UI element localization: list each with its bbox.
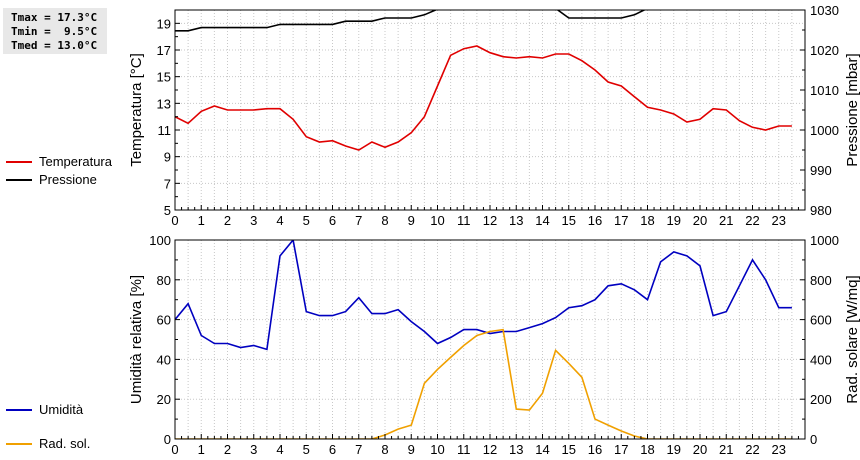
bottom-xtick-label: 7 — [355, 442, 362, 457]
bottom-y2tick-label: 600 — [810, 313, 832, 328]
bottom-xtick-label: 2 — [224, 442, 231, 457]
bottom-xtick-label: 11 — [457, 442, 471, 457]
top-ytick-label: 11 — [158, 123, 172, 138]
top-xtick-label: 0 — [171, 213, 178, 228]
bottom-series-umidit- — [175, 240, 792, 351]
bottom-y2tick-label: 200 — [810, 392, 832, 407]
top-xtick-label: 11 — [457, 213, 471, 228]
top-ytick-label: 5 — [164, 203, 171, 218]
top-y2tick-label: 1000 — [810, 123, 839, 138]
top-xtick-label: 5 — [303, 213, 310, 228]
stats-box: Tmax = 17.3°C Tmin = 9.5°C Tmed = 13.0°C — [3, 8, 107, 54]
bottom-xtick-label: 13 — [509, 442, 523, 457]
tmin-stat: Tmin = 9.5°C — [11, 25, 98, 38]
bottom-y2label: Rad. solare [W/mq] — [844, 275, 860, 403]
bottom-xtick-label: 1 — [198, 442, 205, 457]
bottom-ytick-label: 80 — [157, 273, 171, 288]
top-xtick-label: 3 — [250, 213, 257, 228]
top-xtick-label: 2 — [224, 213, 231, 228]
tmax-stat: Tmax = 17.3°C — [11, 11, 98, 24]
legend-label-temperatura: Temperatura — [39, 154, 112, 169]
bottom-xtick-label: 12 — [483, 442, 497, 457]
bottom-xtick-label: 6 — [329, 442, 336, 457]
top-xtick-label: 20 — [693, 213, 707, 228]
top-y2tick-label: 1010 — [810, 83, 839, 98]
bottom-xtick-label: 17 — [614, 442, 628, 457]
bottom-ytick-label: 40 — [157, 352, 171, 367]
top-xtick-label: 4 — [276, 213, 283, 228]
bottom-xtick-label: 10 — [430, 442, 444, 457]
bottom-y2tick-label: 0 — [810, 432, 817, 447]
bottom-xtick-label: 18 — [640, 442, 654, 457]
bottom-xtick-label: 0 — [171, 442, 178, 457]
bottom-xtick-label: 4 — [276, 442, 283, 457]
top-y2tick-label: 1030 — [810, 3, 839, 18]
top-xtick-label: 23 — [772, 213, 786, 228]
legend-swatch-pressione — [6, 179, 32, 181]
top-xtick-label: 22 — [745, 213, 759, 228]
top-xtick-label: 21 — [719, 213, 733, 228]
bottom-ytick-label: 100 — [149, 233, 171, 248]
top-xtick-label: 13 — [509, 213, 523, 228]
top-xtick-label: 9 — [408, 213, 415, 228]
legend-swatch-temperatura — [6, 161, 32, 163]
bottom-ytick-label: 60 — [157, 313, 171, 328]
bottom-xtick-label: 15 — [562, 442, 576, 457]
bottom-y2tick-label: 1000 — [810, 233, 839, 248]
legend-label-pressione: Pressione — [39, 172, 97, 187]
top-ytick-label: 13 — [157, 96, 171, 111]
top-y2label: Pressione [mbar] — [844, 53, 860, 166]
bottom-xtick-label: 5 — [303, 442, 310, 457]
top-xtick-label: 6 — [329, 213, 336, 228]
legend-label-rad-sol: Rad. sol. — [39, 436, 91, 451]
top-ytick-label: 19 — [157, 16, 171, 31]
bottom-xtick-label: 8 — [381, 442, 388, 457]
top-xtick-label: 12 — [483, 213, 497, 228]
bottom-ytick-label: 20 — [157, 392, 171, 407]
top-ytick-label: 17 — [157, 43, 171, 58]
top-series-temperatura — [175, 45, 792, 151]
legend-label-umidita: Umidità — [39, 402, 84, 417]
top-xtick-label: 8 — [381, 213, 388, 228]
top-ytick-label: 7 — [164, 176, 171, 191]
bottom-y2tick-label: 800 — [810, 273, 832, 288]
top-xtick-label: 19 — [667, 213, 681, 228]
top-ytick-label: 9 — [164, 150, 171, 165]
top-xtick-label: 16 — [588, 213, 602, 228]
legend-swatch-umidita — [6, 409, 32, 411]
top-y2tick-label: 980 — [810, 203, 832, 218]
top-xtick-label: 15 — [562, 213, 576, 228]
bottom-xtick-label: 14 — [535, 442, 549, 457]
top-y2tick-label: 1020 — [810, 43, 839, 58]
tmed-stat: Tmed = 13.0°C — [11, 39, 98, 52]
top-xtick-label: 17 — [614, 213, 628, 228]
top-xtick-label: 18 — [640, 213, 654, 228]
bottom-ylabel: Umidità relativa [%] — [128, 275, 145, 404]
bottom-ytick-label: 0 — [164, 432, 171, 447]
bottom-xtick-label: 23 — [772, 442, 786, 457]
bottom-xtick-label: 16 — [588, 442, 602, 457]
bottom-y2tick-label: 400 — [810, 352, 832, 367]
legend-swatch-rad-sol — [6, 443, 32, 445]
bottom-xtick-label: 22 — [745, 442, 759, 457]
top-xtick-label: 10 — [430, 213, 444, 228]
bottom-xtick-label: 3 — [250, 442, 257, 457]
bottom-xtick-label: 9 — [408, 442, 415, 457]
top-xtick-label: 14 — [535, 213, 549, 228]
top-ylabel: Temperatura [°C] — [128, 53, 145, 167]
bottom-xtick-label: 20 — [693, 442, 707, 457]
top-y2tick-label: 990 — [810, 163, 832, 178]
top-xtick-label: 1 — [198, 213, 205, 228]
top-xtick-label: 7 — [355, 213, 362, 228]
top-ytick-label: 15 — [157, 70, 171, 85]
top-series-pressione — [175, 10, 647, 32]
bottom-xtick-label: 21 — [719, 442, 733, 457]
bottom-xtick-label: 19 — [667, 442, 681, 457]
bottom-series-rad-sol- — [175, 328, 792, 439]
